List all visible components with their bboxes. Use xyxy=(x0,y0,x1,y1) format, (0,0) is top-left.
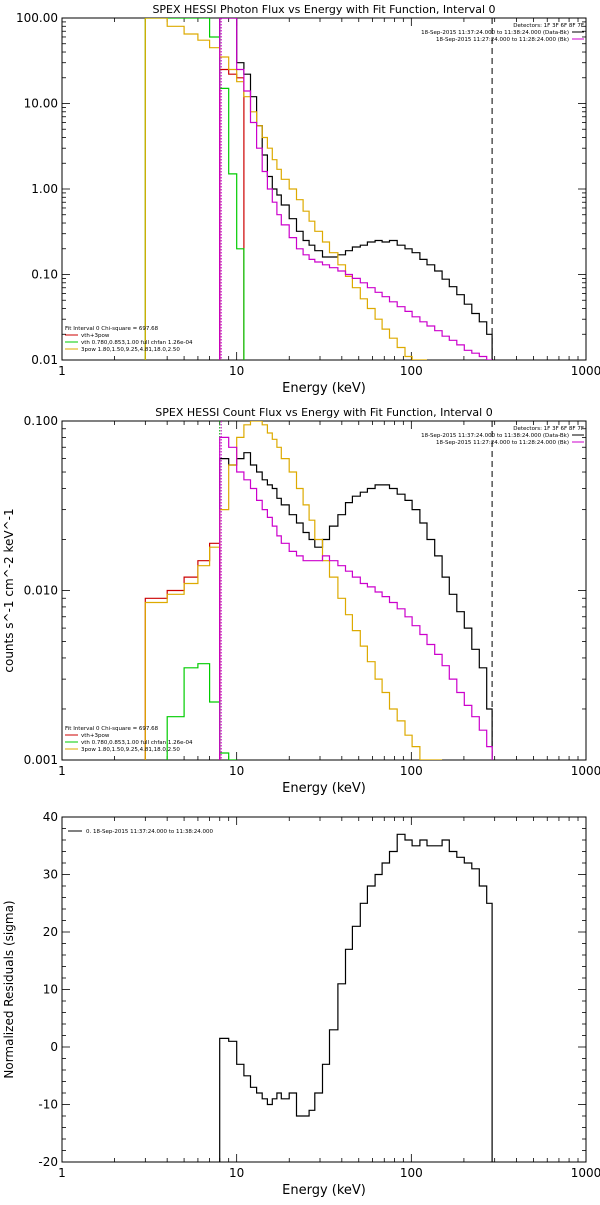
x-tick-label: 100 xyxy=(400,1166,423,1180)
y-tick-label: 30 xyxy=(43,868,58,882)
legend-entry: 0. 18-Sep-2015 11:37:24.000 to 11:38:24.… xyxy=(86,829,213,835)
x-tick-label: 1 xyxy=(58,1166,66,1180)
x-tick-label: 10 xyxy=(229,764,244,778)
detectors-label: Detectors: 1F 3F 6F 8F 7F xyxy=(513,426,584,432)
x-tick-label: 10 xyxy=(229,1166,244,1180)
series-line-residuals xyxy=(219,833,493,1162)
series-line-bk xyxy=(219,436,493,760)
y-tick-label: 100.00 xyxy=(16,11,58,25)
x-tick-label: 100 xyxy=(400,764,423,778)
series-line-vth xyxy=(166,663,237,760)
legend-entry: 3pow 1.80,1.50,9.25,4.81,18.0,2.50 xyxy=(81,747,180,753)
legend-entry: 3pow 1.80,1.50,9.25,4.81,18.0,2.50 xyxy=(81,347,180,353)
time-label: 18-Sep-2015 11:37:24.000 to 11:38:24.000… xyxy=(421,30,569,36)
y-tick-label: 0 xyxy=(50,1040,58,1054)
y-tick-label: 0.001 xyxy=(24,753,58,767)
detectors-label: Detectors: 1F 3F 6F 8F 7F xyxy=(513,23,584,29)
series-line-3pow xyxy=(144,421,443,760)
x-tick-label: 1 xyxy=(58,764,66,778)
plot-frame xyxy=(61,816,587,1163)
y-tick-label: 1.00 xyxy=(31,182,58,196)
x-tick-label: 100 xyxy=(400,364,423,378)
y-tick-label: -10 xyxy=(38,1098,58,1112)
chart-title: SPEX HESSI Count Flux vs Energy with Fit… xyxy=(155,406,492,419)
series-line-3pow xyxy=(144,18,427,360)
x-tick-label: 1000 xyxy=(571,764,600,778)
series-line-data-bk xyxy=(219,18,493,360)
legend-entry: vth+3pow xyxy=(81,333,110,339)
y-tick-label: 0.01 xyxy=(31,353,58,367)
chart-panel-3: 1 10 100 1000 -20 -10 0 10 20 30 40 Energy (keV) Nor… xyxy=(2,810,600,1198)
x-axis-label: Energy (keV) xyxy=(282,381,366,396)
legend-entry: vth 0.780,0.853,1.00 full chfan 1.26e-04 xyxy=(81,340,193,346)
legend-entry: vth+3pow xyxy=(81,733,110,739)
y-axis-label: Normalized Residuals (sigma) xyxy=(2,900,16,1078)
y-axis-label: counts s^-1 cm^-2 keV^-1 xyxy=(2,508,16,672)
y-tick-label: 10 xyxy=(43,983,58,997)
chart-title: SPEX HESSI Photon Flux vs Energy with Fi… xyxy=(152,3,495,16)
plot-area xyxy=(144,421,493,760)
x-tick-label: 10 xyxy=(229,364,244,378)
time-label: 18-Sep-2015 11:27:24.000 to 11:28:24.000… xyxy=(436,37,569,43)
plot-area xyxy=(144,18,493,360)
series-line-bk xyxy=(219,18,493,360)
x-axis-label: Energy (keV) xyxy=(282,1183,366,1198)
plot-frame xyxy=(61,17,587,361)
y-tick-label: 0.100 xyxy=(24,414,58,428)
x-tick-label: 1000 xyxy=(571,364,600,378)
x-axis-label: Energy (keV) xyxy=(282,781,366,796)
series-line-data-bk xyxy=(219,452,493,760)
legend-header: Fit Interval 0 Chi-square = 697.68 xyxy=(65,326,159,332)
chart-panel-1: 1 10 100 1000 0.01 0.10 1.00 10.00 100.00 SPEX HE… xyxy=(16,3,600,396)
y-tick-label: 20 xyxy=(43,925,58,939)
legend-entry: vth 0.780,0.853,1.00 full chfan 1.26e-04 xyxy=(81,740,193,746)
y-tick-label: 0.10 xyxy=(31,268,58,282)
x-tick-label: 1 xyxy=(58,364,66,378)
y-tick-label: -20 xyxy=(38,1155,58,1169)
plot-frame xyxy=(61,420,587,761)
time-label: 18-Sep-2015 11:37:24.000 to 11:38:24.000… xyxy=(421,433,569,439)
time-label: 18-Sep-2015 11:27:24.000 to 11:28:24.000… xyxy=(436,440,569,446)
y-tick-label: 10.00 xyxy=(24,97,58,111)
series-line-vth-3pow xyxy=(219,68,245,360)
series-line-vth-3pow xyxy=(144,542,221,760)
plot-area xyxy=(219,833,493,1162)
y-tick-label: 40 xyxy=(43,810,58,824)
x-tick-label: 1000 xyxy=(571,1166,600,1180)
y-tick-label: 0.010 xyxy=(24,584,58,598)
legend-header: Fit Interval 0 Chi-square = 697.68 xyxy=(65,726,159,732)
chart-panel-2: 1 10 100 1000 0.001 0.010 0.100 SPEX HESSI Coun… xyxy=(2,406,600,796)
